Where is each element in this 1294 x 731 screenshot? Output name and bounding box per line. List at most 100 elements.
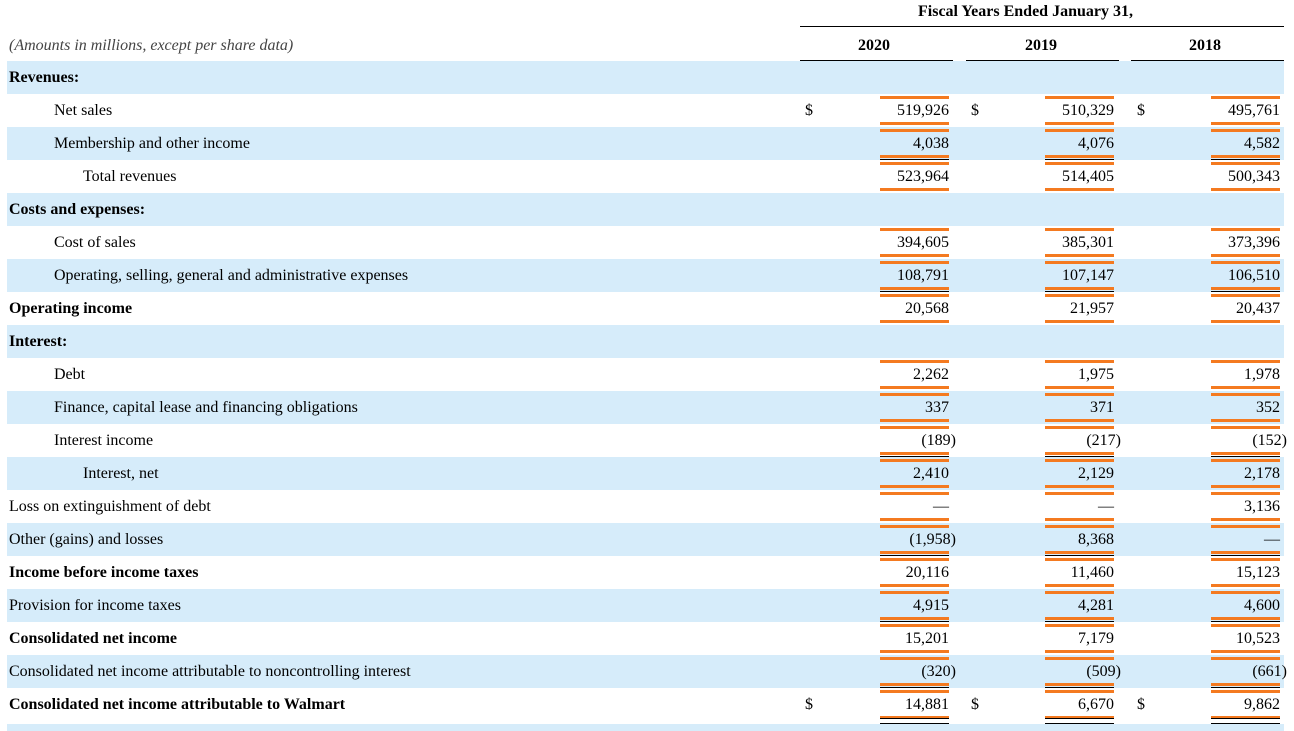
highlight-bar-bottom [1211, 485, 1280, 488]
year-header-rule-2018 [1131, 60, 1284, 61]
value-2019: 514,405 [1062, 168, 1114, 185]
highlight-bar-top [1045, 129, 1114, 132]
total-rule [1045, 687, 1114, 688]
value-2019: 385,301 [1062, 234, 1114, 251]
table-row-costs-and-expenses: Costs and expenses: [7, 193, 1284, 226]
row-label: Consolidated net income attributable to … [9, 663, 411, 680]
table-row-provision-for-income-taxes: Provision for income taxes 4,915 4,281 4,60… [7, 589, 1284, 622]
table-row-cost-of-sales: Cost of sales 394,605 385,301 373,396 [7, 226, 1284, 259]
table-row-net-sales: Net sales $519,926 $510,329 $495,761 [7, 94, 1284, 127]
highlight-bar-bottom [1211, 617, 1280, 620]
value-cell-2020 [880, 621, 949, 655]
highlight-bar-bottom [1211, 122, 1280, 125]
value-2020: 4,915 [913, 597, 949, 614]
value-cell-2018 [1211, 555, 1280, 589]
highlight-bar-bottom [1045, 650, 1114, 653]
highlight-bar-bottom [880, 254, 949, 257]
value-2020: (1,958) [909, 531, 956, 548]
value-2018: 10,523 [1236, 630, 1280, 647]
highlight-bar-bottom [1045, 617, 1114, 620]
highlight-bar-bottom [880, 485, 949, 488]
value-cell-2019 [1045, 555, 1114, 589]
highlight-bar-bottom [1211, 287, 1280, 290]
highlight-bar-top [1211, 393, 1280, 396]
highlight-bar-bottom [1045, 485, 1114, 488]
value-cell-2020 [880, 358, 949, 391]
row-label: Membership and other income [54, 135, 250, 152]
table-row-consolidated-net-income: Consolidated net income 15,201 7,179 10,523 [7, 621, 1284, 655]
total-rule [1211, 291, 1280, 292]
value-cell-2020 [880, 159, 949, 193]
value-cell-2019 [1045, 655, 1114, 688]
row-label: Finance, capital lease and financing obl… [54, 399, 358, 416]
highlight-bar-bottom [1211, 155, 1280, 158]
table-row-total-revenues: Total revenues 523,964 514,405 500,343 [7, 159, 1284, 193]
highlight-bar-top [1045, 525, 1114, 528]
value-2018: 3,136 [1244, 498, 1280, 515]
highlight-bar-top [880, 459, 949, 462]
highlight-bar-top [880, 294, 949, 297]
value-2018: 373,396 [1228, 234, 1280, 251]
highlight-bar-bottom [1211, 386, 1280, 389]
row-label: Provision for income taxes [9, 597, 181, 614]
value-cell-2019 [1045, 358, 1114, 391]
highlight-bar-top [880, 228, 949, 231]
value-cell-2019 [1045, 424, 1114, 457]
highlight-bar-top [1045, 228, 1114, 231]
value-cell-2018 [1211, 523, 1280, 556]
total-rule [880, 687, 949, 688]
year-header-rule-2019 [966, 60, 1119, 61]
highlight-bar-top [1211, 294, 1280, 297]
value-2020: 108,791 [897, 267, 949, 284]
value-cell-2019 [1045, 391, 1114, 424]
highlight-bar-bottom [1211, 188, 1280, 191]
total-rule [1211, 621, 1280, 622]
value-cell-2019 [1045, 687, 1114, 724]
highlight-bar-top [1211, 261, 1280, 264]
value-cell-2020 [880, 490, 949, 523]
table-row-interest: Interest: [7, 325, 1284, 358]
highlight-bar-bottom [880, 287, 949, 290]
row-label: Other (gains) and losses [9, 531, 164, 548]
table-row-debt: Debt 2,262 1,975 1,978 [7, 358, 1284, 391]
total-rule [1045, 555, 1114, 556]
row-label: Interest, net [83, 465, 159, 482]
highlight-bar-bottom [1211, 254, 1280, 257]
currency-symbol: $ [805, 696, 813, 713]
highlight-bar-bottom [880, 650, 949, 653]
year-header-2018: 2018 [1189, 37, 1221, 54]
value-cell-2020 [880, 555, 949, 589]
highlight-bar-bottom [1211, 452, 1280, 455]
highlight-bar-bottom [1045, 122, 1114, 125]
value-cell-2018 [1211, 226, 1280, 259]
row-label: Income before income taxes [9, 564, 199, 581]
highlight-bar-bottom [880, 386, 949, 389]
value-2019: 107,147 [1062, 267, 1114, 284]
total-rule [1045, 621, 1114, 622]
table-row-operating-income: Operating income 20,568 21,957 20,437 [7, 291, 1284, 325]
table-row-operating-selling-general-and-administrative-expenses: Operating, selling, general and administ… [7, 259, 1284, 292]
highlight-bar-bottom [880, 188, 949, 191]
value-2020: 519,926 [897, 102, 949, 119]
value-2018: 106,510 [1228, 267, 1280, 284]
highlight-bar-top [1211, 360, 1280, 363]
table-row-income-before-income-taxes: Income before income taxes 20,116 11,460 15… [7, 555, 1284, 589]
row-label: Costs and expenses: [9, 201, 146, 218]
highlight-bar-top [880, 690, 949, 693]
value-2018: 4,582 [1244, 135, 1280, 152]
value-2018: 500,343 [1228, 168, 1280, 185]
total-rule [880, 621, 949, 622]
value-cell-2019 [1045, 94, 1114, 127]
highlight-bar-bottom [1045, 584, 1114, 587]
highlight-bar-top [1045, 162, 1114, 165]
value-2020: 20,568 [905, 300, 949, 317]
value-cell-2020 [880, 391, 949, 424]
value-2020: 2,262 [913, 366, 949, 383]
highlight-bar-top [1211, 657, 1280, 660]
highlight-bar-top [1211, 690, 1280, 693]
value-cell-2020 [880, 291, 949, 325]
highlight-bar-top [1045, 657, 1114, 660]
table-bottom-band [7, 724, 1284, 731]
highlight-bar-bottom [1211, 518, 1280, 521]
value-2020: — [933, 498, 949, 515]
